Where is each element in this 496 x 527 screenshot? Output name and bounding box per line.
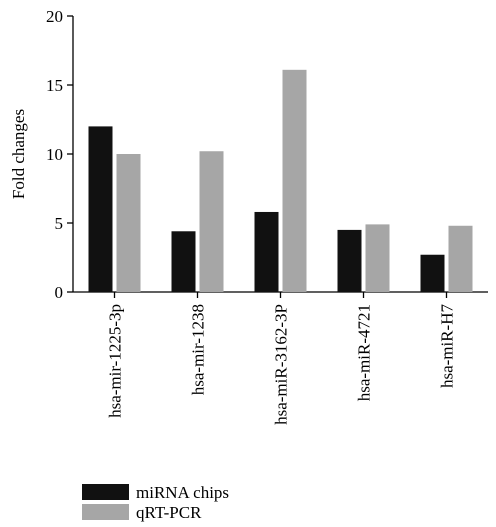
legend-swatch-1 [82,504,129,520]
bar-mirna-chips-2 [254,211,279,292]
bar-qrt-pcr-0 [116,154,141,292]
x-tick-label: hsa-miR-3162-3P [272,304,291,425]
x-tick-label: hsa-miR-4721 [355,304,374,401]
y-axis-label: Fold changes [9,109,28,199]
bar-mirna-chips-0 [88,126,113,293]
x-tick-label: hsa-miR-H7 [438,304,457,389]
x-tick-labels: hsa-mir-1225-3p hsa-mir-1238 hsa-miR-3162-… [106,304,457,425]
y-tick-label: 15 [46,76,63,95]
y-tick-label: 5 [55,214,64,233]
y-tick-label: 0 [55,283,64,302]
bar-qrt-pcr-3 [365,224,390,292]
axes [67,15,488,298]
y-tick-label: 10 [46,145,63,164]
legend-label-0: miRNA chips [136,483,229,502]
x-tick-label: hsa-mir-1225-3p [106,304,125,418]
bar-mirna-chips-1 [171,231,196,292]
y-tick-label: 20 [46,7,63,26]
legend-label-1: qRT-PCR [136,503,202,522]
bar-qrt-pcr-2 [282,69,307,292]
legend-swatch-0 [82,484,129,500]
bars [88,69,473,293]
x-tick-label: hsa-mir-1238 [189,304,208,395]
y-tick-labels: 0 5 10 15 20 [46,7,63,302]
bar-qrt-pcr-1 [199,151,224,292]
bar-mirna-chips-3 [337,229,362,292]
bar-qrt-pcr-4 [448,225,473,292]
bar-mirna-chips-4 [420,254,445,292]
